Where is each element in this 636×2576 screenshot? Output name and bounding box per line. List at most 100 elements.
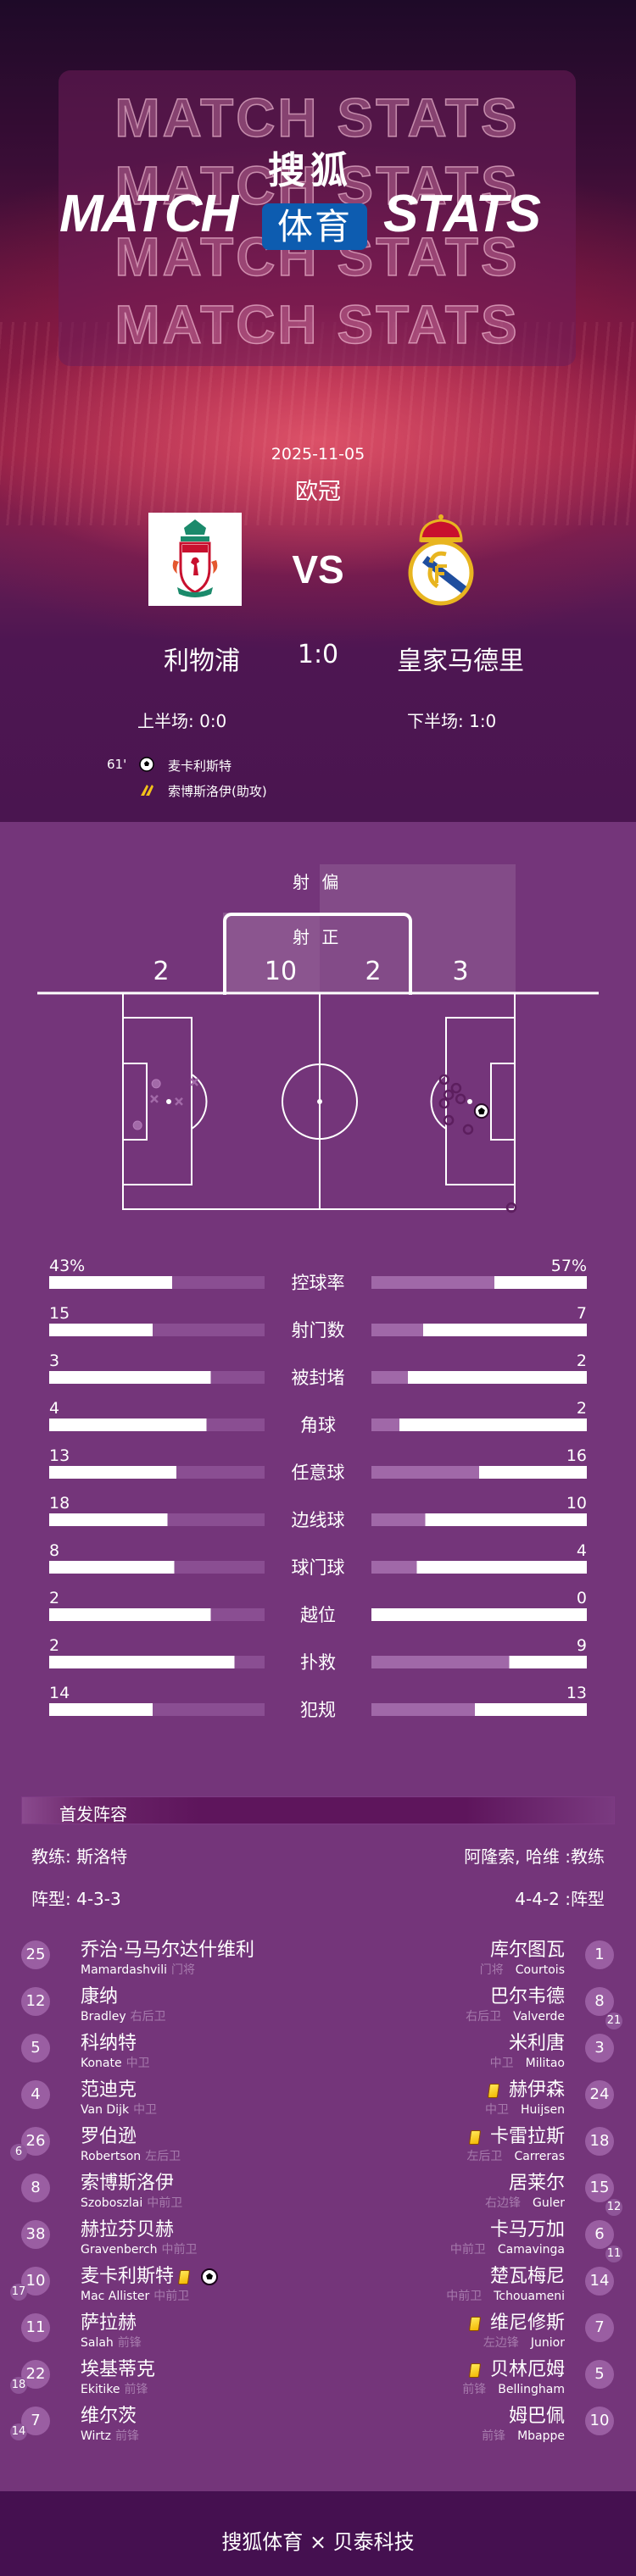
player-name-en-text: Guler bbox=[533, 2196, 565, 2210]
stat-home-value: 2 bbox=[49, 1589, 60, 1607]
player-name-text: 卡马万加 bbox=[489, 2219, 565, 2240]
player-name-en-text: Ekitike bbox=[81, 2383, 120, 2396]
player-position: 门将 bbox=[170, 1963, 195, 1977]
player-number: 5 bbox=[585, 2360, 614, 2389]
stat-away-bar bbox=[371, 1656, 587, 1668]
stat-home-value: 15 bbox=[49, 1304, 70, 1323]
event-player: 麦卡利斯特 bbox=[168, 758, 232, 774]
footer: 搜狐体育 × 贝泰科技 bbox=[0, 2491, 636, 2576]
player-name-cn: 卡雷拉斯 bbox=[468, 2126, 565, 2147]
substitute-number-badge: 18 bbox=[10, 2377, 27, 2394]
player-name-cn: 索博斯洛伊 bbox=[81, 2174, 174, 2194]
shot-marker bbox=[455, 1093, 466, 1105]
stat-home-bar bbox=[49, 1276, 265, 1289]
player-name-en-text: Robertson bbox=[81, 2150, 142, 2163]
player-name-en-text: Carreras bbox=[514, 2150, 565, 2163]
substitute-number-badge: 14 bbox=[10, 2423, 27, 2440]
stat-away-value: 10 bbox=[566, 1494, 587, 1513]
substitute-number-badge: 6 bbox=[10, 2144, 27, 2161]
player-position: 前锋 bbox=[482, 2429, 506, 2443]
player-name-en: 中前卫 Camavinga bbox=[450, 2243, 565, 2257]
home-team-logo bbox=[148, 513, 242, 606]
player-position: 中卫 bbox=[489, 2057, 514, 2070]
player-name-en-text: Van Dijk bbox=[81, 2103, 130, 2117]
stat-away-bar bbox=[371, 1276, 587, 1289]
sports-logo-box: 体育 bbox=[262, 203, 367, 250]
player-position: 前锋 bbox=[124, 2383, 148, 2396]
outline-text: MATCH STATS bbox=[114, 294, 520, 355]
player-position: 右后卫 bbox=[130, 2010, 166, 2024]
stat-home-bar bbox=[49, 1656, 265, 1668]
player-name-text: 索博斯洛伊 bbox=[81, 2173, 175, 2194]
player-name-en: Salah 前锋 bbox=[81, 2336, 142, 2350]
stat-away-bar bbox=[371, 1608, 587, 1621]
stat-label: 犯规 bbox=[300, 1700, 336, 1720]
event-assist: 索博斯洛伊(助攻) bbox=[168, 784, 267, 799]
substitute-number-badge: 17 bbox=[10, 2284, 27, 2301]
player-number: 6 bbox=[585, 2220, 614, 2249]
player-number: 24 bbox=[585, 2080, 614, 2109]
stat-home-bar bbox=[49, 1608, 265, 1621]
player-position: 中前卫 bbox=[147, 2196, 183, 2210]
shot-marker bbox=[132, 1120, 142, 1130]
yellow-card-icon bbox=[468, 2129, 482, 2145]
player-name-en-text: Camavinga bbox=[497, 2243, 565, 2257]
away-off-target: 3 bbox=[452, 957, 469, 986]
player-number: 8 bbox=[21, 2174, 50, 2202]
player-name-en: 左后卫 Carreras bbox=[466, 2150, 565, 2163]
lineup-header: 首发阵容 bbox=[21, 1796, 615, 1824]
second-half-score: 下半场: 1:0 bbox=[407, 711, 497, 731]
player-name-en: 右边锋 Guler bbox=[485, 2196, 565, 2210]
player-number: 25 bbox=[21, 1940, 50, 1969]
player-name-en: 中前卫 Tchouameni bbox=[446, 2290, 565, 2303]
player-name-en: Wirtz 前锋 bbox=[81, 2429, 139, 2443]
footer-credit: 搜狐体育 × 贝泰科技 bbox=[221, 2530, 415, 2554]
stat-home-bar bbox=[49, 1324, 265, 1336]
player-name-en: Robertson 左后卫 bbox=[81, 2150, 181, 2163]
stat-away-bar bbox=[371, 1703, 587, 1716]
player-position: 中前卫 bbox=[161, 2243, 198, 2257]
player-name-text: 巴尔韦德 bbox=[489, 1986, 565, 2007]
player-number: 1 bbox=[585, 1940, 614, 1969]
player-name-en: 右后卫 Valverde bbox=[466, 2010, 565, 2024]
player-name-cn: 卡马万加 bbox=[490, 2220, 565, 2240]
player-name-en-text: Mbappe bbox=[517, 2429, 565, 2443]
player-name-cn: 维尼修斯 bbox=[468, 2313, 565, 2334]
player-name-text: 卡雷拉斯 bbox=[489, 2126, 565, 2147]
shot-marker bbox=[450, 1082, 462, 1094]
stat-away-bar bbox=[371, 1418, 587, 1431]
player-name-en-text: Bradley bbox=[81, 2010, 126, 2024]
player-name-en: 中卫 Militao bbox=[490, 2057, 565, 2070]
away-on-target: 2 bbox=[365, 957, 382, 986]
player-position: 中前卫 bbox=[446, 2290, 483, 2303]
player-position: 中前卫 bbox=[153, 2290, 190, 2303]
player-name-cn: 赫伊森 bbox=[487, 2079, 565, 2101]
player-position: 前锋 bbox=[115, 2429, 140, 2443]
player-name-text: 科纳特 bbox=[81, 2033, 137, 2054]
stat-away-value: 13 bbox=[566, 1684, 587, 1702]
player-position: 左后卫 bbox=[466, 2150, 503, 2163]
player-position: 前锋 bbox=[462, 2383, 487, 2396]
yellow-card-icon bbox=[177, 2269, 191, 2285]
player-name-en-text: Militao bbox=[525, 2057, 565, 2070]
stat-away-bar bbox=[371, 1371, 587, 1384]
player-name-en-text: Konate bbox=[81, 2057, 122, 2070]
player-position: 前锋 bbox=[117, 2336, 142, 2350]
hero-banner: MATCH STATS MATCH STATS MATCH STATS MATC… bbox=[0, 0, 636, 822]
stat-home-value: 2 bbox=[49, 1636, 60, 1655]
player-name-en: Bradley 右后卫 bbox=[81, 2010, 166, 2024]
home-coach: 教练: 斯洛特 bbox=[31, 1846, 128, 1867]
title-stats: STATS bbox=[383, 185, 541, 243]
player-name-text: 赫拉芬贝赫 bbox=[81, 2219, 175, 2240]
player-name-en: Van Dijk 中卫 bbox=[81, 2103, 157, 2117]
shot-marker bbox=[505, 1202, 517, 1213]
stat-away-bar bbox=[371, 1324, 587, 1336]
lineup-title: 首发阵容 bbox=[59, 1804, 127, 1824]
stat-home-bar bbox=[49, 1371, 265, 1384]
final-score: 1:0 bbox=[297, 640, 339, 669]
player-position: 右边锋 bbox=[485, 2196, 522, 2210]
player-name-cn: 范迪克 bbox=[81, 2080, 137, 2101]
penalty-spot bbox=[166, 1099, 171, 1104]
player-name-text: 赫伊森 bbox=[508, 2079, 565, 2101]
